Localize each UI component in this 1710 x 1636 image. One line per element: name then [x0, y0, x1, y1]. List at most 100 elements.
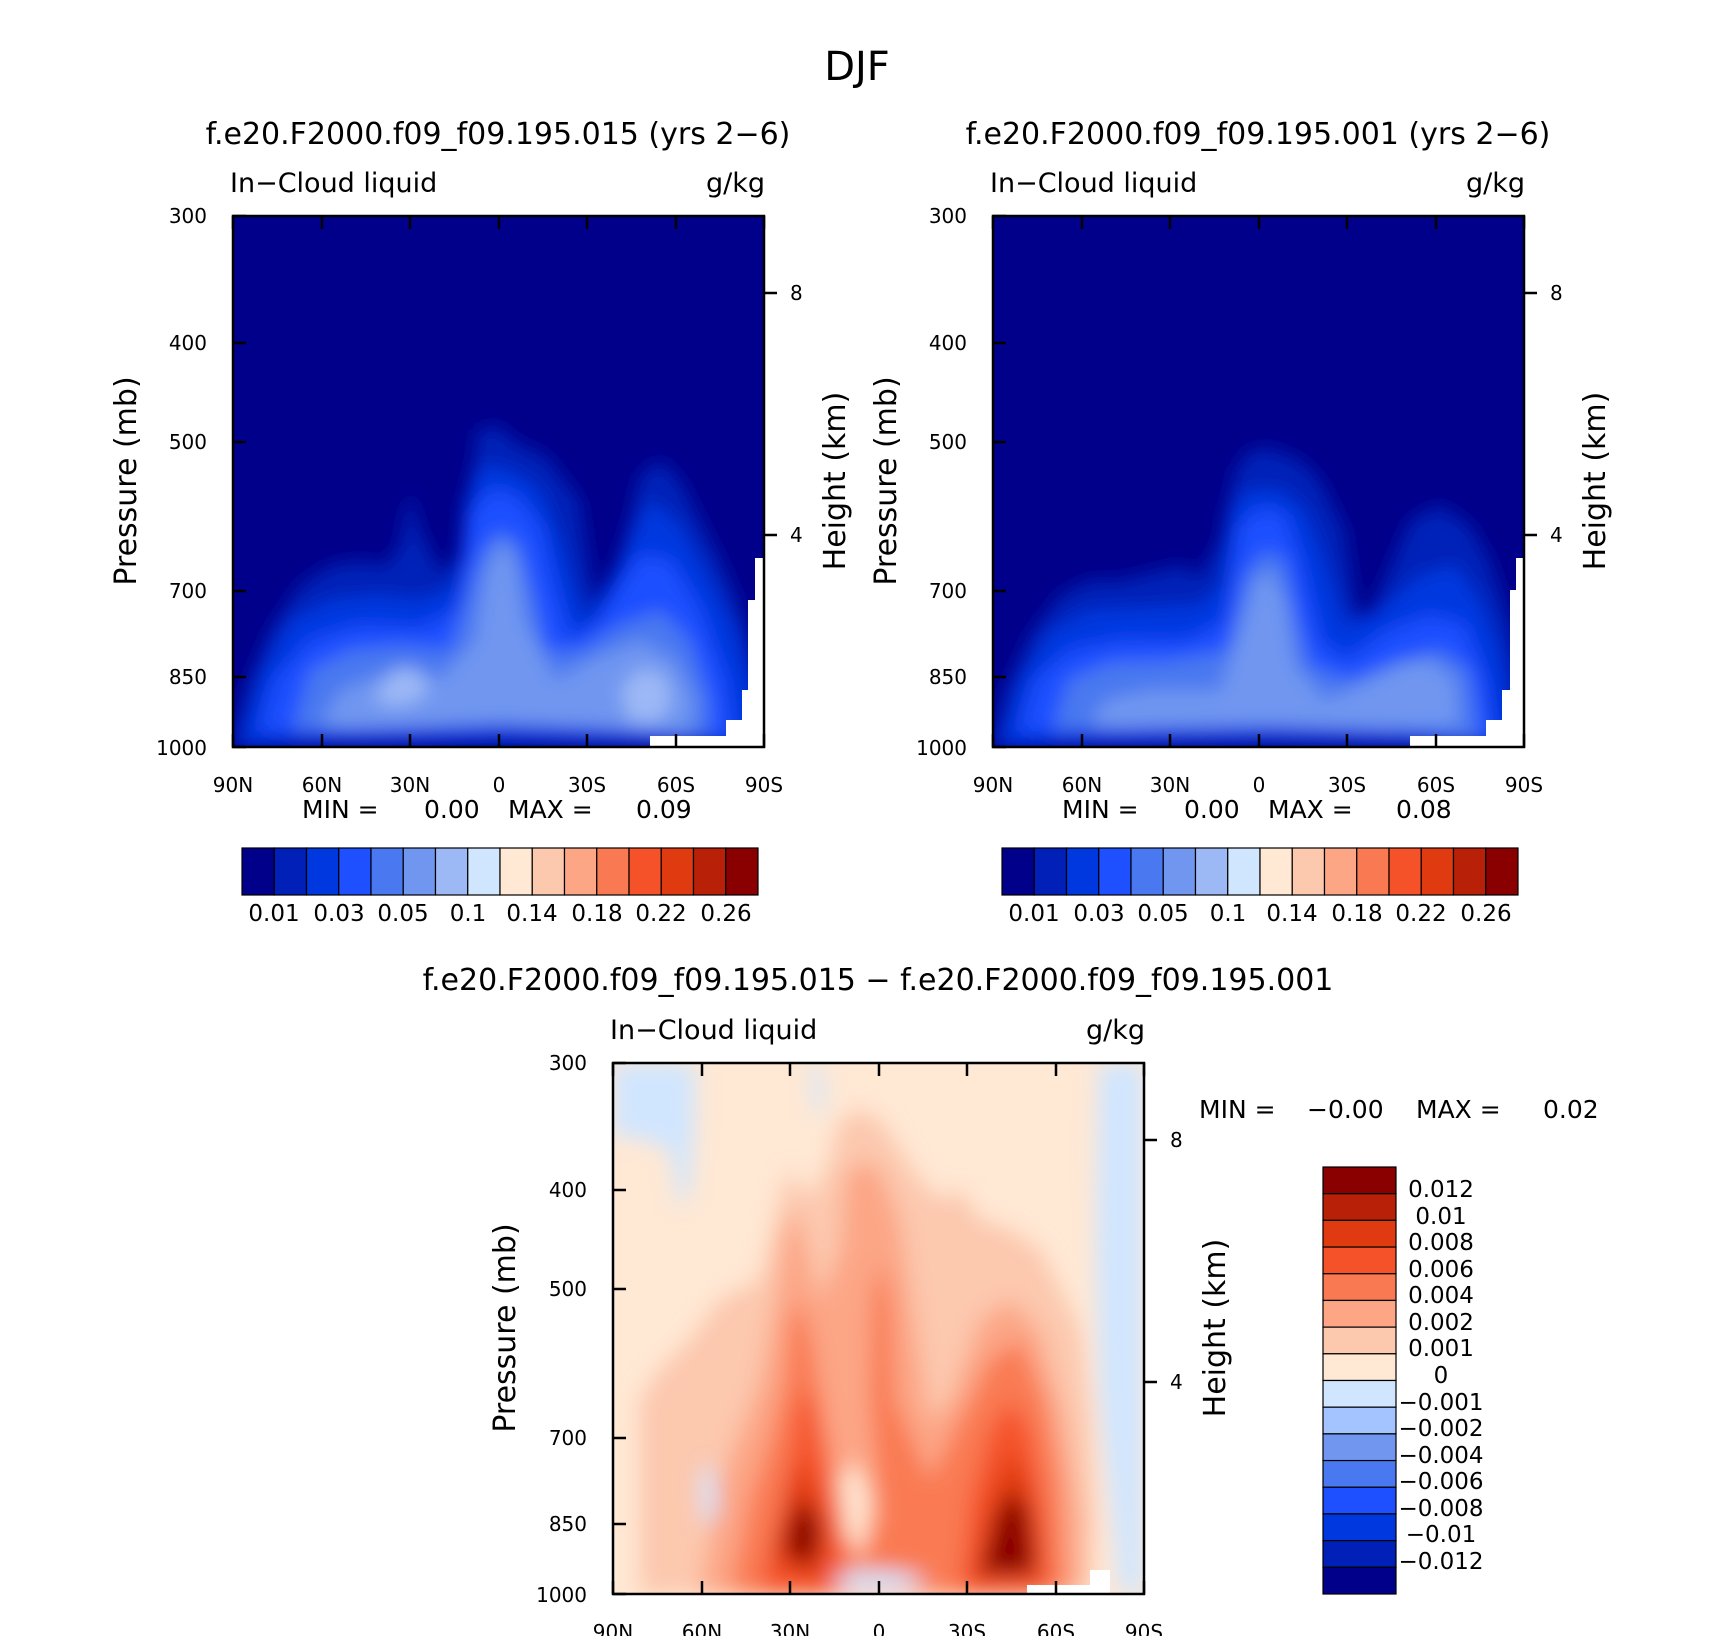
panel-b-cbar-swatch-1	[1033, 847, 1068, 896]
panel-c-cbar-label-9: −0.002	[1398, 1416, 1483, 1442]
panel-b-cbar-swatch-13	[1420, 847, 1455, 896]
panel-b-cbar-label-4: 0.14	[1266, 901, 1317, 927]
panel-c-cbar-swatch-12	[1322, 1486, 1397, 1515]
panel-c-cbar-label-2: 0.008	[1408, 1230, 1474, 1256]
panel-c-cbar-swatch-9	[1322, 1406, 1397, 1435]
panel-c-y-tick-850: 850	[549, 1512, 587, 1536]
panel-a-cbar-swatch-1	[273, 847, 308, 896]
panel-c-x-tick-60n: 60N	[682, 1620, 722, 1636]
panel-c-cbar-swatch-4	[1322, 1273, 1397, 1302]
panel-a-cbar-label-7: 0.26	[700, 901, 751, 927]
panel-a-max-label: MAX =	[508, 795, 593, 824]
panel-a-cbar-label-4: 0.14	[506, 901, 557, 927]
panel-c-ylabel-left: Pressure (mb)	[488, 1223, 523, 1432]
panel-c-y-tick-700: 700	[549, 1426, 587, 1450]
panel-b-cbar-swatch-4	[1130, 847, 1164, 896]
panel-b-variable-label: In−Cloud liquid	[990, 168, 1197, 199]
panel-c-minmax: MIN = −0.00 MAX = 0.02	[1199, 1095, 1599, 1124]
panel-a-h-tick-4: 4	[790, 523, 803, 547]
panel-a-minmax: MIN = 0.00 MAX = 0.09	[302, 795, 692, 824]
panel-c-cbar-swatch-7	[1322, 1353, 1397, 1382]
panel-b-y-tick-labels: 300 400 500 700 850 1000	[916, 204, 967, 760]
panel-c-x-tick-90n: 90N	[593, 1620, 633, 1636]
panel-b-cbar-swatch-8	[1259, 847, 1293, 896]
panel-a-cbar-label-3: 0.1	[450, 901, 487, 927]
panel-b-cbar-label-0: 0.01	[1008, 901, 1059, 927]
panel-c-max-value: 0.02	[1543, 1095, 1599, 1124]
panel-a-max-value: 0.09	[636, 795, 692, 824]
panel-c-ylabel-right: Height (km)	[1198, 1239, 1233, 1418]
panel-b-cbar-label-3: 0.1	[1210, 901, 1247, 927]
panel-a-cbar-swatch-4	[370, 847, 404, 896]
page-title: DJF	[824, 44, 890, 90]
panel-b-cbar-swatch-3	[1098, 847, 1132, 896]
panel-a-colorbar	[241, 847, 759, 896]
panel-c-cbar-label-14: −0.012	[1398, 1549, 1483, 1575]
panel-b-cbar-swatch-2	[1065, 847, 1100, 896]
panel-b-ylabel-left: Pressure (mb)	[869, 376, 904, 585]
panel-b-cbar-swatch-6	[1194, 847, 1229, 896]
panel-b-cbar-swatch-10	[1323, 847, 1358, 896]
panel-c-y-tick-500: 500	[549, 1277, 587, 1301]
panel-a-y-tick-300: 300	[169, 204, 207, 228]
panel-b-max-value: 0.08	[1396, 795, 1452, 824]
panel-c-x-tick-60s: 60S	[1037, 1620, 1075, 1636]
panel-c-cbar-label-7: 0	[1434, 1363, 1449, 1389]
panel-b-min-label: MIN =	[1062, 795, 1139, 824]
panel-c-colorbar	[1322, 1166, 1397, 1595]
panel-a-x-tick-90s: 90S	[745, 773, 783, 797]
panel-a-colorbar-labels: 0.01 0.03 0.05 0.1 0.14 0.18 0.22 0.26	[248, 901, 751, 927]
panel-a-x-tick-60n: 60N	[302, 773, 342, 797]
panel-c-cbar-swatch-13	[1322, 1513, 1397, 1542]
panel-a-y-tick-1000: 1000	[156, 736, 207, 760]
panel-b-min-value: 0.00	[1184, 795, 1240, 824]
panel-c-cbar-swatch-15	[1322, 1566, 1397, 1595]
panel-a-h-tick-8: 8	[790, 281, 803, 305]
panel-b-x-tick-90n: 90N	[973, 773, 1013, 797]
panel-a-cbar-swatch-0	[241, 847, 275, 896]
panel-b-x-tick-0: 0	[1253, 773, 1266, 797]
panel-c-cbar-swatch-2	[1322, 1219, 1397, 1248]
panel-c-x-tick-30n: 30N	[770, 1620, 810, 1636]
panel-c-x-tick-0: 0	[873, 1620, 886, 1636]
panel-a-units-label: g/kg	[706, 168, 765, 199]
panel-c-cbar-swatch-8	[1322, 1379, 1397, 1408]
panel-b-cbar-label-1: 0.03	[1073, 901, 1124, 927]
panel-a-cbar-swatch-3	[338, 847, 372, 896]
panel-a-min-label: MIN =	[302, 795, 379, 824]
panel-c-cbar-label-3: 0.006	[1408, 1257, 1474, 1283]
panel-b-ticks	[991, 214, 1537, 749]
panel-a-cbar-swatch-11	[596, 847, 630, 896]
panel-a-height-tick-labels: 8 4	[790, 281, 803, 547]
panel-c: f.e20.F2000.f09_f09.195.015 − f.e20.F200…	[423, 963, 1599, 1636]
panel-c-x-tick-90s: 90S	[1125, 1620, 1163, 1636]
panel-c-y-tick-labels: 300 400 500 700 850 1000	[536, 1051, 587, 1607]
panel-a-cbar-swatch-10	[563, 847, 598, 896]
panel-c-x-tick-30s: 30S	[948, 1620, 986, 1636]
panel-a-ticks	[231, 214, 777, 749]
panel-a-ylabel-left: Pressure (mb)	[109, 376, 144, 585]
panel-c-cbar-swatch-6	[1322, 1326, 1397, 1355]
panel-c-ticks	[611, 1061, 1157, 1596]
panel-a-contour-field	[233, 216, 764, 747]
panel-b-cbar-label-6: 0.22	[1395, 901, 1446, 927]
panel-a-variable-label: In−Cloud liquid	[230, 168, 437, 199]
panel-b-x-tick-60s: 60S	[1417, 773, 1455, 797]
panel-b-minmax: MIN = 0.00 MAX = 0.08	[1062, 795, 1452, 824]
panel-a: f.e20.F2000.f09_f09.195.015 (yrs 2−6) In…	[109, 117, 853, 927]
panel-c-cbar-label-12: −0.008	[1398, 1496, 1483, 1522]
panel-c-h-tick-8: 8	[1170, 1128, 1183, 1152]
panel-c-min-label: MIN =	[1199, 1095, 1276, 1124]
panel-b-x-tick-labels: 90N 60N 30N 0 30S 60S 90S	[973, 773, 1543, 797]
panel-a-cbar-label-6: 0.22	[635, 901, 686, 927]
panel-b-x-tick-90s: 90S	[1505, 773, 1543, 797]
panel-b-title: f.e20.F2000.f09_f09.195.001 (yrs 2−6)	[966, 117, 1551, 152]
panel-a-cbar-swatch-12	[628, 847, 662, 896]
panel-a-cbar-label-5: 0.18	[571, 901, 622, 927]
panel-a-y-tick-850: 850	[169, 665, 207, 689]
panel-a-cbar-swatch-2	[305, 847, 340, 896]
panel-a-cbar-swatch-5	[402, 847, 437, 896]
panel-c-contour-field	[613, 1063, 1144, 1594]
panel-b-colorbar	[1001, 847, 1519, 896]
